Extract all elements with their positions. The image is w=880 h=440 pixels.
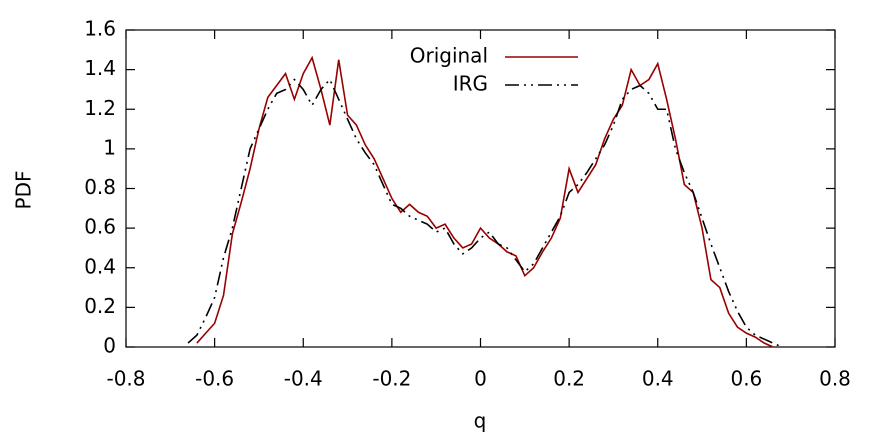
- series-line: [187, 78, 783, 348]
- x-tick-label: 0: [474, 367, 487, 391]
- x-tick-label: -0.6: [195, 367, 234, 391]
- x-tick-label: 0.4: [642, 367, 674, 391]
- legend-label: Original: [410, 44, 488, 68]
- x-tick-label: -0.2: [372, 367, 411, 391]
- x-tick-label: -0.4: [284, 367, 323, 391]
- y-tick-label: 0.2: [84, 294, 116, 318]
- x-tick-label: 0.2: [553, 367, 585, 391]
- y-tick-label: 1.2: [84, 96, 116, 120]
- x-tick-label: -0.8: [106, 367, 145, 391]
- y-tick-label: 0: [103, 334, 116, 358]
- y-tick-label: 0.4: [84, 254, 116, 278]
- x-tick-label: 0.8: [819, 367, 851, 391]
- legend-label: IRG: [453, 72, 488, 96]
- y-tick-label: 1.4: [84, 56, 116, 80]
- y-axis-label: PDF: [12, 171, 36, 210]
- x-axis-label: q: [474, 409, 487, 433]
- y-tick-label: 1: [103, 135, 116, 159]
- y-tick-label: 0.8: [84, 175, 116, 199]
- series-line: [196, 55, 774, 348]
- y-tick-label: 0.6: [84, 215, 116, 239]
- y-tick-label: 1.6: [84, 17, 116, 41]
- x-tick-label: 0.6: [730, 367, 762, 391]
